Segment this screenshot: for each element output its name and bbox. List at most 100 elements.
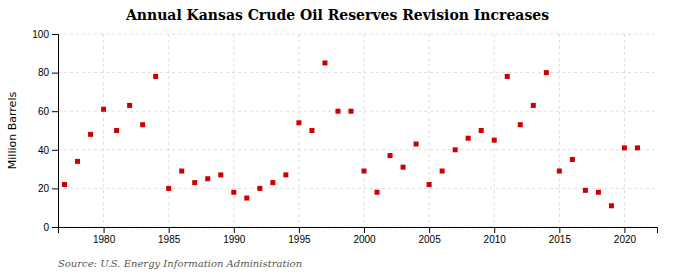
point <box>557 169 562 174</box>
grid-line <box>494 34 495 227</box>
point <box>544 70 549 75</box>
grid-line <box>559 34 560 227</box>
point <box>335 109 340 114</box>
point <box>192 180 197 185</box>
point <box>362 169 367 174</box>
point <box>375 190 380 195</box>
grid-line <box>624 34 625 227</box>
point <box>231 190 236 195</box>
point <box>427 182 432 187</box>
tick-mark <box>104 227 105 233</box>
point <box>127 103 132 108</box>
point <box>114 128 119 133</box>
y-axis: 0 20 40 60 80 100 <box>32 29 58 233</box>
tick: 40 <box>38 145 58 156</box>
tick-label: 2015 <box>549 234 572 245</box>
grid-line <box>58 34 657 35</box>
grid-line <box>58 111 657 112</box>
grid-line <box>364 34 365 227</box>
points <box>62 60 640 208</box>
tick: 1980 <box>93 227 116 245</box>
tick-mark <box>52 111 58 112</box>
tick-mark <box>169 227 170 233</box>
grid-line <box>429 34 430 227</box>
point <box>166 186 171 191</box>
grid-line <box>58 72 657 73</box>
grid-line <box>233 34 234 227</box>
grid-line <box>298 34 299 227</box>
point <box>596 190 601 195</box>
grid <box>58 34 657 227</box>
grid-line <box>168 34 169 227</box>
point <box>218 172 223 177</box>
point <box>492 138 497 143</box>
point <box>270 180 275 185</box>
point <box>440 169 445 174</box>
point <box>583 188 588 193</box>
tick: 2010 <box>484 227 507 245</box>
point <box>322 60 327 65</box>
x-axis: 1980 1985 1990 1995 2000 2005 2010 2015 2020 <box>59 227 658 245</box>
source-note: Source: U.S. Energy Information Administ… <box>58 258 302 269</box>
tick-label: 20 <box>38 183 50 194</box>
point <box>635 145 640 150</box>
tick-label: 0 <box>43 222 49 233</box>
tick-label: 2020 <box>614 234 637 245</box>
tick-label: 40 <box>38 145 50 156</box>
tick-mark <box>52 188 58 189</box>
point <box>205 176 210 181</box>
tick: 1985 <box>158 227 181 245</box>
point <box>401 165 406 170</box>
point <box>609 203 614 208</box>
axis-line <box>59 228 658 234</box>
tick-label: 100 <box>32 29 49 40</box>
point <box>479 128 484 133</box>
point <box>453 147 458 152</box>
tick: 20 <box>38 183 58 194</box>
tick: 100 <box>32 29 58 40</box>
tick: 2005 <box>418 227 441 245</box>
point <box>283 172 288 177</box>
point <box>62 182 67 187</box>
tick-mark <box>364 227 365 233</box>
tick: 1990 <box>223 227 246 245</box>
tick-mark <box>52 34 58 35</box>
point <box>531 103 536 108</box>
point <box>505 74 510 79</box>
tick-label: 1985 <box>158 234 181 245</box>
point <box>414 142 419 147</box>
point <box>296 120 301 125</box>
point <box>244 196 249 201</box>
tick-label: 1980 <box>93 234 116 245</box>
axis-line <box>52 35 59 228</box>
plot-area: 1980 1985 1990 1995 2000 2005 2010 2015 2020 0 20 4… <box>32 29 657 245</box>
tick-label: 80 <box>38 67 50 78</box>
tick-mark <box>559 227 560 233</box>
tick-mark <box>52 150 58 151</box>
y-axis-label: Million Barrels <box>6 92 19 170</box>
tick: 1995 <box>288 227 311 245</box>
tick-mark <box>52 73 58 74</box>
tick: 0 <box>43 222 58 233</box>
point <box>388 153 393 158</box>
point <box>75 159 80 164</box>
tick-mark <box>52 227 58 228</box>
point <box>309 128 314 133</box>
point <box>570 157 575 162</box>
tick-mark <box>494 227 495 233</box>
tick-label: 2000 <box>353 234 376 245</box>
point <box>101 107 106 112</box>
tick-mark <box>234 227 235 233</box>
tick-label: 60 <box>38 106 50 117</box>
tick: 2020 <box>614 227 637 245</box>
point <box>257 186 262 191</box>
chart: 1980 1985 1990 1995 2000 2005 2010 2015 2020 0 20 4… <box>0 0 675 275</box>
point <box>140 122 145 127</box>
tick-label: 1990 <box>223 234 246 245</box>
point <box>88 132 93 137</box>
point <box>179 169 184 174</box>
tick-label: 2005 <box>418 234 441 245</box>
tick-mark <box>299 227 300 233</box>
tick-mark <box>429 227 430 233</box>
tick-mark <box>624 227 625 233</box>
